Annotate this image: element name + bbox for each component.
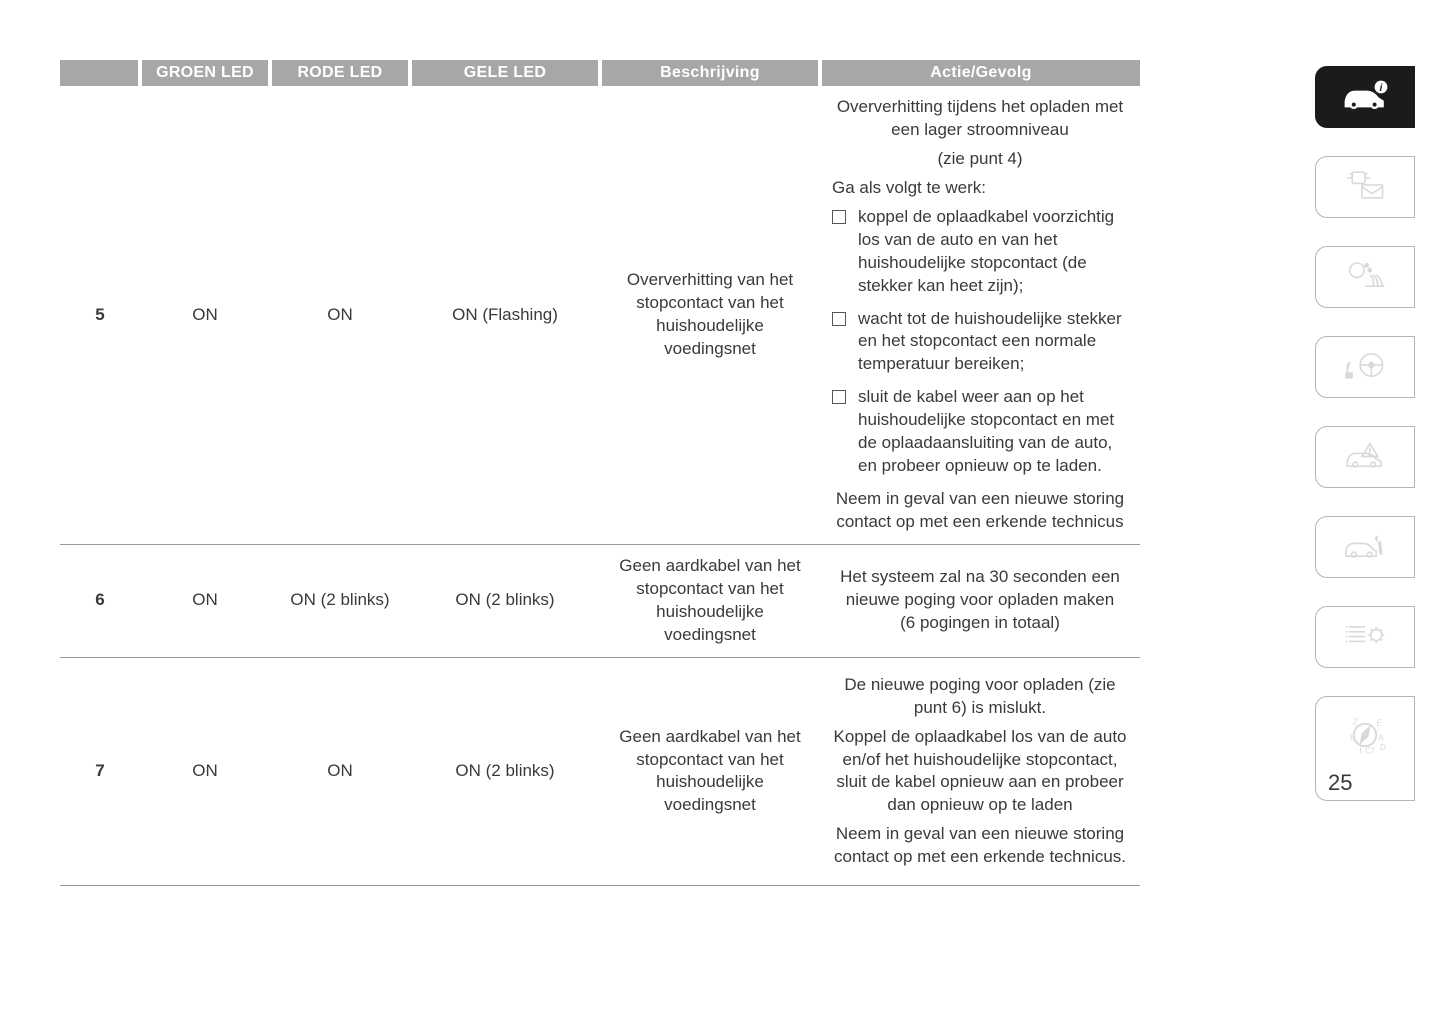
cell-yellow: ON (2 blinks) — [410, 657, 600, 886]
cell-yellow: ON (2 blinks) — [410, 544, 600, 657]
table-header: GROEN LED RODE LED GELE LED Beschrijving… — [60, 60, 1140, 86]
tab-display-mail[interactable] — [1315, 156, 1415, 218]
tab-car-wrench[interactable] — [1315, 516, 1415, 578]
action-bullets: koppel de oplaadkabel voorzichtig los va… — [832, 206, 1128, 478]
main-content: GROEN LED RODE LED GELE LED Beschrijving… — [0, 0, 1315, 1019]
cell-green: ON — [140, 86, 270, 544]
tab-car-warning[interactable] — [1315, 426, 1415, 488]
header-green-led: GROEN LED — [140, 60, 270, 86]
cell-red: ON — [270, 657, 410, 886]
tab-key-wheel[interactable] — [1315, 336, 1415, 398]
compass-icon: ZE BA ICT D — [1337, 707, 1393, 768]
action-intro-1: Oververhitting tijdens het opladen met e… — [832, 96, 1128, 142]
airbag-seat-icon — [1341, 255, 1389, 300]
table-row: 5 ON ON ON (Flashing) Oververhitting van… — [60, 86, 1140, 544]
action-para: Neem in geval van een nieuwe storing con… — [832, 823, 1128, 869]
list-gear-icon — [1341, 615, 1389, 660]
display-mail-icon — [1341, 165, 1389, 210]
bullet-item: sluit de kabel weer aan op het huishoude… — [832, 386, 1128, 478]
svg-text:I: I — [1359, 746, 1361, 756]
key-wheel-icon — [1341, 345, 1389, 390]
action-para: De nieuwe poging voor opladen (zie punt … — [832, 674, 1128, 720]
row-number: 7 — [60, 657, 140, 886]
svg-text:T: T — [1371, 746, 1376, 756]
tab-compass[interactable]: ZE BA ICT D 25 — [1315, 696, 1415, 801]
svg-text:D: D — [1380, 742, 1386, 752]
table-row: 6 ON ON (2 blinks) ON (2 blinks) Geen aa… — [60, 544, 1140, 657]
cell-desc: Geen aardkabel van het stopcontact van h… — [600, 657, 820, 886]
cell-green: ON — [140, 544, 270, 657]
cell-red: ON — [270, 86, 410, 544]
tab-list-gear[interactable] — [1315, 606, 1415, 668]
action-intro-2: (zie punt 4) — [832, 148, 1128, 171]
svg-text:E: E — [1376, 718, 1382, 728]
car-warning-icon — [1341, 435, 1389, 480]
svg-text:B: B — [1350, 733, 1356, 743]
bullet-item: koppel de oplaadkabel voorzichtig los va… — [832, 206, 1128, 298]
cell-green: ON — [140, 657, 270, 886]
header-red-led: RODE LED — [270, 60, 410, 86]
car-wrench-icon — [1341, 525, 1389, 570]
side-tabs: i — [1315, 0, 1445, 1019]
cell-action: Oververhitting tijdens het opladen met e… — [820, 86, 1140, 544]
header-action: Actie/Gevolg — [820, 60, 1140, 86]
action-line: Het systeem zal na 30 seconden een nieuw… — [832, 566, 1128, 612]
action-sub: Ga als volgt te werk: — [832, 177, 1128, 200]
action-footer: Neem in geval van een nieuwe storing con… — [832, 488, 1128, 534]
car-info-icon: i — [1341, 75, 1389, 120]
header-yellow-led: GELE LED — [410, 60, 600, 86]
cell-yellow: ON (Flashing) — [410, 86, 600, 544]
tab-airbag-seat[interactable] — [1315, 246, 1415, 308]
cell-action: De nieuwe poging voor opladen (zie punt … — [820, 657, 1140, 886]
led-status-table: GROEN LED RODE LED GELE LED Beschrijving… — [60, 60, 1140, 886]
page-number: 25 — [1328, 770, 1352, 796]
bullet-item: wacht tot de huishoudelijke stekker en h… — [832, 308, 1128, 377]
page: GROEN LED RODE LED GELE LED Beschrijving… — [0, 0, 1445, 1019]
table-row: 7 ON ON ON (2 blinks) Geen aardkabel van… — [60, 657, 1140, 886]
cell-desc: Oververhitting van het stopcontact van h… — [600, 86, 820, 544]
cell-action: Het systeem zal na 30 seconden een nieuw… — [820, 544, 1140, 657]
action-para: Koppel de oplaadkabel los van de auto en… — [832, 726, 1128, 818]
row-number: 5 — [60, 86, 140, 544]
header-description: Beschrijving — [600, 60, 820, 86]
cell-desc: Geen aardkabel van het stopcontact van h… — [600, 544, 820, 657]
cell-red: ON (2 blinks) — [270, 544, 410, 657]
header-blank — [60, 60, 140, 86]
action-line: (6 pogingen in totaal) — [832, 612, 1128, 635]
svg-text:Z: Z — [1353, 717, 1358, 727]
tab-car-info[interactable]: i — [1315, 66, 1415, 128]
row-number: 6 — [60, 544, 140, 657]
